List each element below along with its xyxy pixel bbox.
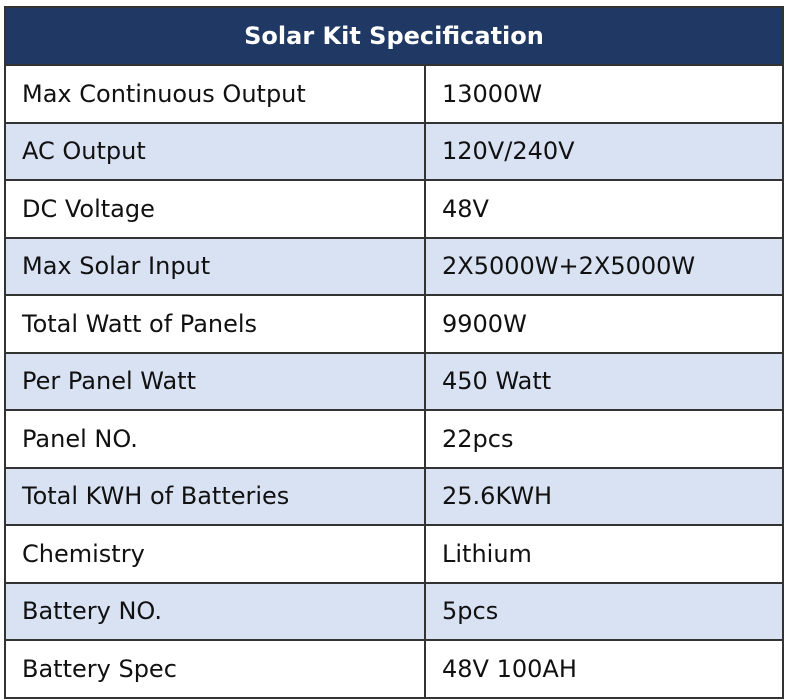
spec-value: 22pcs [424,409,784,469]
spec-table: Solar Kit Specification Max Continuous O… [4,6,784,699]
table-header-row: Solar Kit Specification [4,6,784,66]
table-row: AC Output 120V/240V [4,121,784,181]
table-row: Battery Spec 48V 100AH [4,639,784,699]
table-row: Max Solar Input 2X5000W+2X5000W [4,236,784,296]
spec-label: Per Panel Watt [4,351,426,411]
table-row: Chemistry Lithium [4,524,784,584]
spec-label: Battery NO. [4,581,426,641]
spec-label: Total Watt of Panels [4,294,426,354]
spec-value: 48V [424,179,784,239]
table-title: Solar Kit Specification [4,6,784,66]
spec-value: 2X5000W+2X5000W [424,236,784,296]
spec-label: Total KWH of Batteries [4,466,426,526]
spec-label: Max Solar Input [4,236,426,296]
spec-label: Max Continuous Output [4,64,426,124]
spec-label: Battery Spec [4,639,426,699]
table-row: Total KWH of Batteries 25.6KWH [4,466,784,526]
spec-value: 5pcs [424,581,784,641]
spec-label: Chemistry [4,524,426,584]
spec-value: 9900W [424,294,784,354]
spec-label: AC Output [4,121,426,181]
table-row: Total Watt of Panels 9900W [4,294,784,354]
spec-value: 13000W [424,64,784,124]
table-row: Max Continuous Output 13000W [4,64,784,124]
spec-value: 48V 100AH [424,639,784,699]
spec-value: 120V/240V [424,121,784,181]
table-row: Battery NO. 5pcs [4,581,784,641]
table-row: DC Voltage 48V [4,179,784,239]
spec-label: Panel NO. [4,409,426,469]
spec-value: 450 Watt [424,351,784,411]
spec-value: Lithium [424,524,784,584]
table-body: Max Continuous Output 13000W AC Output 120V… [4,64,784,699]
spec-label: DC Voltage [4,179,426,239]
table-row: Panel NO. 22pcs [4,409,784,469]
table-row: Per Panel Watt 450 Watt [4,351,784,411]
spec-value: 25.6KWH [424,466,784,526]
